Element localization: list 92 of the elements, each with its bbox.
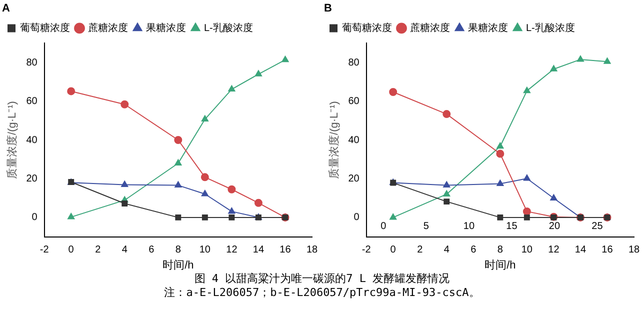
y-tick-label: 80 xyxy=(26,57,38,68)
x-tick-label: 8 xyxy=(175,244,182,256)
point xyxy=(174,136,182,144)
point xyxy=(576,55,584,62)
legend-label: 果糖浓度 xyxy=(468,22,508,34)
x-tick-label: 0 xyxy=(68,244,74,256)
legend-label: 果糖浓度 xyxy=(146,22,186,34)
point xyxy=(523,86,530,94)
point xyxy=(550,194,558,201)
y-tick-label: 40 xyxy=(26,134,38,146)
point xyxy=(496,180,504,186)
x2-tick-label: 0 xyxy=(380,220,387,232)
x-tick-label: 8 xyxy=(497,244,504,256)
x-axis-title: 时间/h xyxy=(162,258,194,272)
y-tick-label: 60 xyxy=(26,96,38,108)
point xyxy=(121,180,128,187)
x-tick-label: 10 xyxy=(521,244,533,256)
legend-label: 葡萄糖浓度 xyxy=(342,22,392,34)
x2-tick-label: 5 xyxy=(423,220,430,232)
point xyxy=(390,213,397,220)
point xyxy=(604,58,611,64)
legend-label: 蔗糖浓度 xyxy=(410,22,450,34)
point xyxy=(496,150,504,158)
legend-label: 蔗糖浓度 xyxy=(88,22,128,34)
legend-label: L-乳酸浓度 xyxy=(526,22,575,34)
point xyxy=(443,181,450,188)
x-tick-label: 2 xyxy=(417,244,424,256)
x-tick-label: -2 xyxy=(362,244,372,256)
point xyxy=(254,198,262,207)
point xyxy=(443,190,450,196)
point xyxy=(201,115,208,122)
x-tick-label: -2 xyxy=(40,244,50,256)
point xyxy=(522,207,531,216)
y-axis-title: 质量浓度/(g·L⁻¹) xyxy=(328,101,341,179)
point xyxy=(122,200,128,206)
legend-label: L-乳酸浓度 xyxy=(204,22,253,34)
point xyxy=(228,85,236,92)
y-tick-label: 80 xyxy=(348,57,360,68)
point xyxy=(120,100,129,108)
x-tick-label: 6 xyxy=(470,244,477,256)
x2-tick-label: 25 xyxy=(592,220,604,232)
x-tick-label: 0 xyxy=(390,244,396,256)
point xyxy=(496,142,504,149)
y-tick-label: 40 xyxy=(348,134,360,146)
point xyxy=(68,213,75,220)
point xyxy=(200,173,209,182)
x-tick-label: 14 xyxy=(574,244,586,256)
chart-title: B xyxy=(324,2,332,15)
y-tick-label: 0 xyxy=(32,212,38,224)
point xyxy=(389,88,398,96)
point xyxy=(523,174,530,181)
legend-label: 葡萄糖浓度 xyxy=(20,22,70,34)
x2-tick-label: 15 xyxy=(506,220,518,232)
y-tick-label: 20 xyxy=(348,173,360,184)
point xyxy=(442,110,451,118)
point xyxy=(497,214,504,220)
y-axis-title: 质量浓度/(g·L⁻¹) xyxy=(6,101,19,179)
point xyxy=(174,181,182,188)
y-tick-label: 20 xyxy=(26,173,38,184)
point xyxy=(174,159,182,166)
point xyxy=(202,214,208,220)
point xyxy=(228,207,236,214)
x2-tick-label: 20 xyxy=(548,220,560,232)
x-tick-label: 6 xyxy=(148,244,155,256)
point xyxy=(201,190,208,196)
x-tick-label: 14 xyxy=(252,244,264,256)
caption: 图 4 以甜高粱汁为唯一碳源的7 L 发酵罐发酵情况 xyxy=(193,272,451,286)
x-tick-label: 16 xyxy=(280,244,292,256)
x-tick-label: 16 xyxy=(602,244,614,256)
point xyxy=(175,214,182,220)
y-tick-label: 60 xyxy=(348,96,360,108)
x2-tick-label: 10 xyxy=(463,220,475,232)
y-tick-label: 0 xyxy=(354,212,360,224)
x-tick-label: 18 xyxy=(628,244,640,256)
point xyxy=(228,214,235,220)
x-tick-label: 2 xyxy=(95,244,102,256)
x-tick-label: 12 xyxy=(226,244,238,256)
x-tick-label: 12 xyxy=(548,244,560,256)
point xyxy=(550,65,558,72)
point xyxy=(254,70,262,76)
chart-title: A xyxy=(2,2,10,15)
text: 注：a-E-L206057；b-E-L206057/pTrc99a-MI-93-cscA。 xyxy=(163,286,481,300)
x-axis-title: 时间/h xyxy=(484,258,516,272)
x-tick-label: 4 xyxy=(444,244,450,256)
x-tick-label: 10 xyxy=(199,244,211,256)
point xyxy=(444,198,450,205)
point xyxy=(67,87,76,96)
point xyxy=(282,56,289,62)
x-tick-label: 4 xyxy=(122,244,128,256)
x-tick-label: 18 xyxy=(306,244,318,256)
point xyxy=(228,185,236,194)
point xyxy=(524,214,530,220)
